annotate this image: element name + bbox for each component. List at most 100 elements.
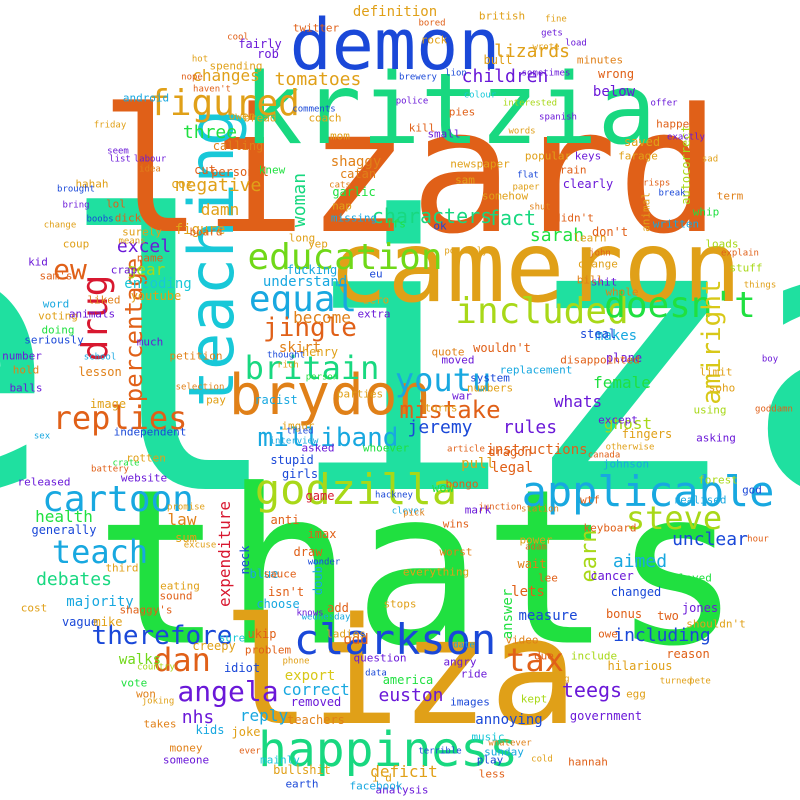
word-question: question bbox=[353, 651, 407, 665]
word-sure: sure bbox=[218, 631, 246, 645]
word-calling: calling bbox=[212, 139, 264, 153]
word-twitter: twitter bbox=[292, 21, 340, 35]
word-school: school bbox=[83, 352, 117, 363]
word-selection: selection bbox=[175, 382, 225, 393]
word-limit: limit bbox=[699, 365, 733, 379]
word-dick: dick bbox=[114, 211, 142, 225]
word-country: country bbox=[137, 662, 175, 673]
word-takes: takes bbox=[143, 717, 177, 731]
word-train: train bbox=[553, 163, 587, 177]
word-extra: extra bbox=[357, 307, 391, 321]
word-whip: whip bbox=[692, 205, 720, 219]
word-less: less bbox=[478, 767, 506, 781]
word-nap: nap bbox=[332, 199, 352, 213]
word-bread: bread bbox=[243, 111, 277, 125]
word-sum: sum bbox=[175, 531, 197, 545]
word-article: article bbox=[447, 444, 485, 455]
word-doesnt: doesn't bbox=[604, 285, 756, 326]
word-video: video bbox=[505, 633, 539, 647]
word-garlic: garlic bbox=[332, 185, 376, 199]
word-whole: whole bbox=[605, 285, 639, 299]
word-vote: vote bbox=[120, 676, 148, 690]
word-expenditure: expenditure bbox=[215, 501, 234, 607]
word-clarkson: clarkson bbox=[293, 615, 497, 664]
word-generally: generally bbox=[31, 523, 97, 537]
word-teegs: teegs bbox=[561, 678, 623, 702]
word-education: education bbox=[247, 237, 443, 278]
word-draw: draw bbox=[293, 545, 323, 559]
word-america: america bbox=[382, 673, 434, 687]
word-police: police bbox=[395, 96, 429, 107]
word-bonus: bonus bbox=[605, 607, 643, 621]
word-characters: characters bbox=[371, 204, 493, 228]
word-wednesday: wednesday bbox=[301, 612, 351, 623]
word-term: term bbox=[716, 189, 744, 203]
word-long: long bbox=[288, 231, 316, 245]
word-brydon: brydon bbox=[228, 363, 432, 428]
word-offer: offer bbox=[650, 98, 678, 109]
word-problem: problem bbox=[244, 643, 292, 657]
word-wow: wow bbox=[432, 481, 454, 495]
word-whats: whats bbox=[553, 392, 603, 411]
word-station: station bbox=[521, 504, 559, 515]
word-wrote: wrote bbox=[532, 42, 560, 53]
word-idiot: idiot bbox=[223, 661, 261, 675]
word-name: name bbox=[136, 251, 164, 265]
word-stupid: stupid bbox=[270, 453, 314, 467]
word-balls: balls bbox=[9, 381, 43, 395]
word-didnt: didn't bbox=[554, 211, 594, 225]
word-stuff: stuff bbox=[729, 261, 763, 275]
word-lizard: lizard bbox=[99, 71, 721, 272]
word-shaggys: shaggy's bbox=[119, 603, 173, 617]
word-junction: junction bbox=[478, 502, 522, 513]
word-worst: worst bbox=[439, 545, 473, 559]
word-boy: boy bbox=[761, 354, 779, 365]
word-milliband: milliband bbox=[257, 423, 399, 453]
word-flat: flat bbox=[517, 170, 539, 181]
word-hannah: hannah bbox=[568, 755, 608, 769]
word-catan: catan bbox=[339, 167, 377, 181]
word-mainly: mainly bbox=[260, 753, 300, 767]
word-creepy: creepy bbox=[192, 639, 236, 653]
word-mom: mom bbox=[330, 129, 350, 143]
word-two: two bbox=[657, 609, 679, 623]
word-brought: brought bbox=[57, 184, 95, 195]
word-fine: fine bbox=[545, 14, 567, 25]
word-using: using bbox=[693, 403, 727, 417]
word-ghost: ghost bbox=[603, 414, 653, 433]
word-learn: learn bbox=[573, 231, 607, 245]
word-encoding: encoding bbox=[124, 276, 192, 292]
word-teach: teach bbox=[51, 533, 149, 571]
word-phone: phone bbox=[282, 656, 310, 667]
word-wonder: wonder bbox=[307, 557, 341, 568]
word-missing: missing bbox=[330, 211, 378, 225]
word-seriously: seriously bbox=[24, 333, 84, 347]
word-labour: labour bbox=[133, 154, 167, 165]
word-numbers: numbers bbox=[466, 381, 514, 395]
word-boobs: boobs bbox=[86, 214, 114, 225]
word-clearly: clearly bbox=[562, 177, 614, 191]
word-otherwise: otherwise bbox=[605, 442, 655, 453]
word-gear: gear bbox=[126, 260, 166, 279]
word-ride: ride bbox=[460, 667, 488, 681]
word-replies: replies bbox=[52, 399, 188, 437]
word-small: small bbox=[427, 127, 461, 141]
word-turns: turns bbox=[424, 401, 458, 415]
word-comments: comments bbox=[292, 104, 336, 115]
word-bull: bull bbox=[483, 53, 513, 67]
word-much: much bbox=[136, 335, 164, 349]
word-soho: soho bbox=[708, 381, 736, 395]
word-facebook: facebook bbox=[349, 779, 403, 793]
word-happen: happen bbox=[656, 117, 696, 131]
word-someone: someone bbox=[162, 753, 210, 767]
word-released: released bbox=[17, 475, 71, 489]
word-lol: lol bbox=[106, 197, 126, 211]
word-everything: everything bbox=[402, 565, 470, 579]
word-words: words bbox=[508, 126, 536, 137]
word-pete: pete bbox=[689, 676, 711, 687]
word-fairly: fairly bbox=[238, 37, 282, 51]
word-animals: animals bbox=[68, 307, 116, 321]
word-owen: owen bbox=[228, 109, 256, 123]
